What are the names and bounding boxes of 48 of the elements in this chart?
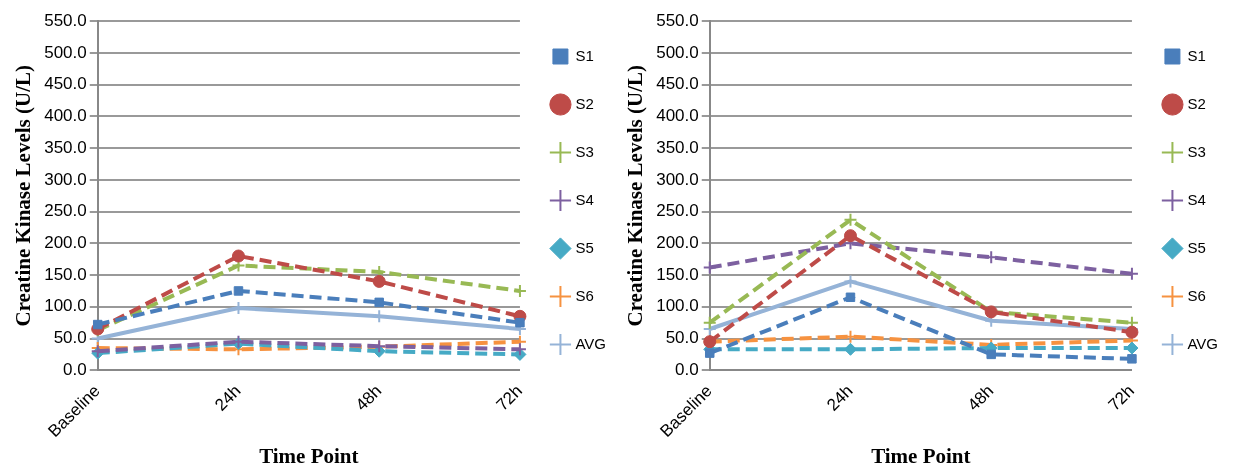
x-tick-label: 48h [963, 381, 998, 415]
legend-label: S5 [575, 238, 594, 256]
y-tick-label: 400.0 [44, 106, 87, 126]
y-tick-label: 0.0 [63, 359, 87, 379]
y-tick-label: 50.0 [53, 328, 87, 348]
y-tick-label: 250.0 [656, 201, 699, 221]
legend-label: S1 [1187, 46, 1206, 64]
legend-label: S2 [1187, 94, 1206, 112]
x-tick-label: 72h [492, 381, 527, 415]
y-tick-label: 250.0 [44, 201, 87, 221]
y-tick-label: 200.0 [44, 233, 87, 253]
y-tick-label: 350.0 [656, 137, 699, 157]
y-tick-label: 500.0 [44, 42, 87, 62]
y-tick-label: 100.0 [656, 296, 699, 316]
y-tick-label: 100.0 [44, 296, 87, 316]
legend-label: AVG [1187, 334, 1219, 352]
x-axis-title: Time Point [871, 443, 971, 468]
legend-label: S2 [575, 94, 594, 112]
y-tick-label: 200.0 [656, 233, 699, 253]
y-axis-title: Creatine Kinase Levels (U/L) [623, 64, 648, 327]
x-tick-label: 48h [351, 381, 386, 415]
x-tick-label: 72h [1104, 381, 1139, 415]
y-tick-label: 150.0 [44, 264, 87, 284]
x-tick-label: 24h [211, 381, 245, 415]
y-tick-label: 150.0 [656, 264, 699, 284]
x-tick-label: 24h [823, 381, 857, 415]
y-tick-label: 350.0 [44, 137, 87, 157]
y-tick-label: 400.0 [656, 106, 699, 126]
x-axis-title: Time Point [259, 443, 359, 468]
legend-label: S6 [575, 286, 594, 304]
y-tick-label: 450.0 [44, 74, 87, 94]
legend-label: S4 [1187, 190, 1206, 208]
legend-label: S3 [575, 142, 594, 160]
y-tick-label: 450.0 [656, 74, 699, 94]
y-tick-label: 0.0 [675, 359, 699, 379]
legend-label: S3 [1187, 142, 1206, 160]
y-tick-label: 300.0 [44, 169, 87, 189]
y-axis-title: Creatine Kinase Levels (U/L) [11, 64, 36, 327]
legend-label: S1 [575, 46, 594, 64]
legend-label: S6 [1187, 286, 1206, 304]
y-tick-label: 300.0 [656, 169, 699, 189]
y-tick-label: 550.0 [44, 10, 87, 30]
legend-label: AVG [575, 334, 607, 352]
y-tick-label: 500.0 [656, 42, 699, 62]
legend-label: S5 [1187, 238, 1206, 256]
y-tick-label: 550.0 [656, 10, 699, 30]
y-tick-label: 50.0 [665, 328, 699, 348]
legend-label: S4 [575, 190, 594, 208]
